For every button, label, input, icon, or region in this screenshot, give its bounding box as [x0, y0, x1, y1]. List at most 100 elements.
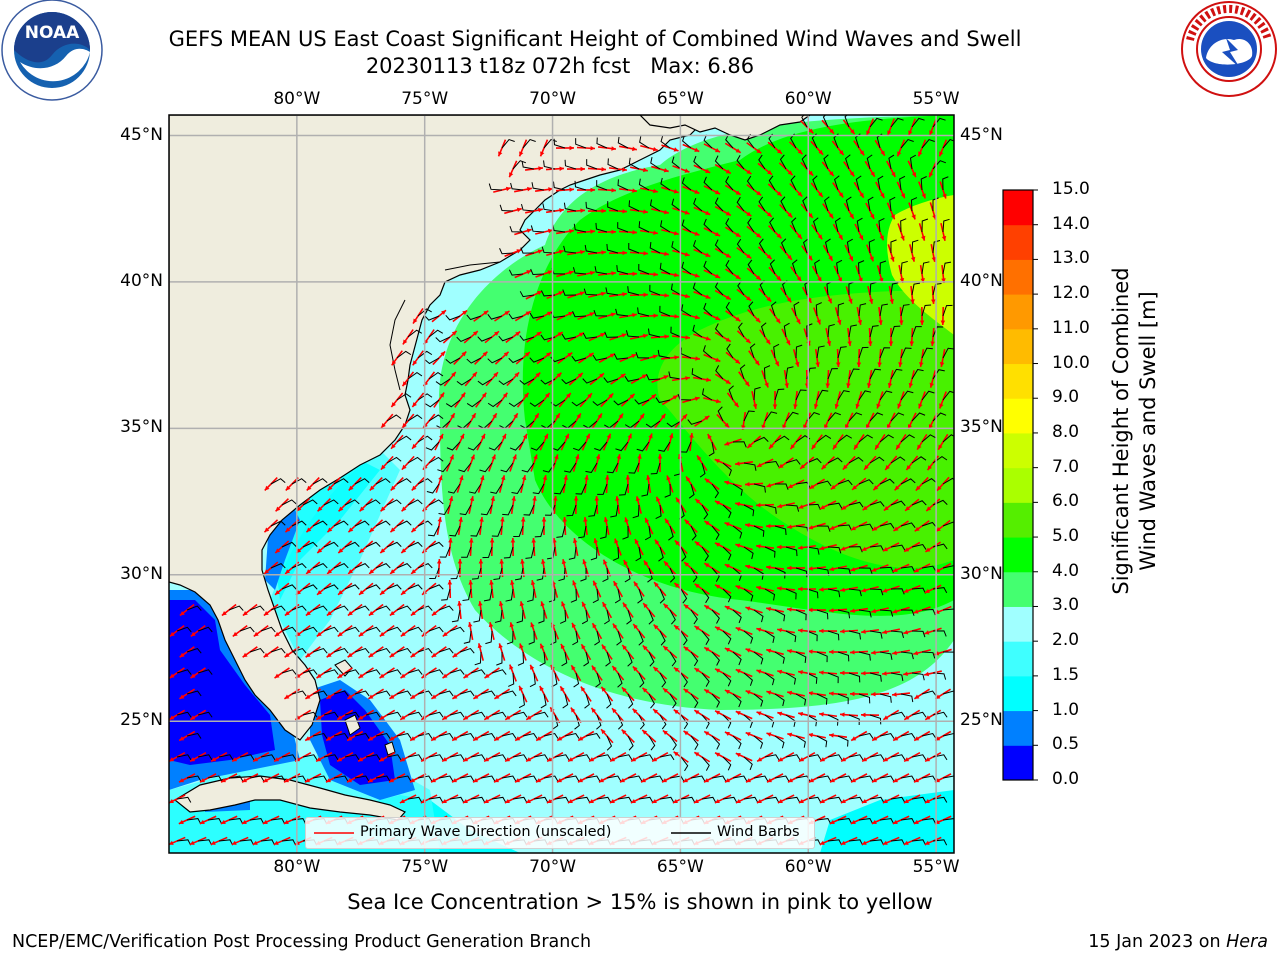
wave-arrow-head: [672, 798, 678, 804]
wind-barb: [691, 368, 703, 380]
wave-arrow-head: [913, 650, 919, 656]
wave-arrow-head: [463, 757, 469, 762]
wind-barb: [848, 839, 864, 846]
wind-barb: [624, 375, 640, 382]
wind-barb: [354, 647, 370, 654]
wave-arrow-head: [704, 521, 710, 526]
wave-arrow-head: [582, 601, 587, 607]
wave-arrow-head: [808, 649, 813, 654]
colorbar-tick-label: 11.0: [1052, 317, 1090, 338]
wind-barb: [628, 200, 640, 212]
wind-barb: [428, 669, 444, 675]
wind-barb: [890, 630, 905, 638]
wind-barb: [312, 647, 328, 654]
wave-band-6-7m: [887, 195, 954, 335]
wind-barb: [823, 154, 829, 170]
wave-arrow-head: [540, 601, 545, 607]
wave-arrow-head: [410, 778, 416, 783]
wind-barb: [815, 302, 822, 317]
wind-barb: [467, 441, 482, 451]
wave-arrow-head: [939, 151, 944, 157]
wave-arrow-head: [663, 168, 669, 173]
wind-barb: [774, 693, 785, 707]
colorbar-tick-label: 1.5: [1052, 664, 1080, 685]
wave-arrow-head: [829, 819, 835, 824]
wave-arrow-head: [590, 187, 595, 193]
wind-barb: [921, 609, 936, 616]
wave-arrow-head: [463, 673, 469, 679]
wind-barb: [407, 796, 423, 803]
wave-arrow-head: [542, 475, 548, 481]
wind-barb: [806, 546, 820, 555]
wind-barb: [795, 693, 807, 706]
wave-arrow-head: [808, 170, 814, 176]
wave-arrow-head: [641, 778, 647, 783]
wave-arrow-head: [572, 580, 577, 586]
wave-arrow-head: [842, 464, 848, 470]
wind-barb: [879, 693, 892, 703]
wind-barb: [354, 478, 370, 485]
wind-barb: [806, 754, 822, 761]
wave-arrow-head: [569, 187, 574, 192]
wave-arrow-head: [379, 757, 385, 762]
wave-arrow-head: [714, 798, 720, 804]
wind-barb: [428, 372, 444, 380]
wind-barb: [785, 588, 797, 600]
wind-barb: [753, 567, 764, 580]
wave-arrow-head: [621, 687, 627, 693]
wave-arrow-head: [547, 757, 553, 762]
wave-arrow-head: [850, 691, 855, 697]
wave-arrow-head: [861, 712, 866, 718]
wind-barb: [604, 331, 619, 338]
wave-arrow-head: [643, 251, 648, 256]
wave-arrow-head: [452, 778, 458, 783]
wave-arrow-head: [589, 312, 595, 317]
wave-arrow-head: [653, 709, 659, 714]
wave-arrow-head: [891, 171, 896, 177]
lon-tick-label: 60°W: [784, 857, 832, 877]
wind-barb: [249, 775, 265, 782]
wave-arrow-head: [556, 372, 562, 378]
wave-arrow-head: [593, 538, 599, 544]
wind-barb: [900, 434, 915, 443]
wind-barb: [770, 301, 777, 317]
wave-arrow-head: [652, 146, 658, 152]
wind-barb: [473, 609, 482, 623]
wave-arrow-head: [787, 565, 792, 571]
wind-barb: [428, 584, 444, 590]
wave-arrow-head: [317, 548, 323, 554]
wave-arrow-head: [724, 564, 730, 569]
wind-barb: [344, 541, 360, 548]
wind-barb: [692, 240, 703, 254]
wind-barb: [480, 690, 496, 697]
wind-barb: [848, 456, 864, 464]
wave-arrow-head: [883, 505, 889, 511]
wave-arrow-head: [305, 652, 311, 658]
wave-arrow-head: [777, 503, 783, 509]
wind-barb: [921, 138, 935, 149]
wave-arrow-head: [611, 229, 616, 235]
wave-arrow-head: [808, 128, 814, 134]
wind-barb: [739, 364, 746, 380]
wind-barb: [743, 672, 753, 686]
wind-barb: [529, 312, 545, 319]
wave-arrow-head: [369, 569, 375, 574]
wind-barb: [911, 500, 927, 506]
wind-barb: [606, 735, 613, 751]
wave-arrow-head: [685, 335, 690, 340]
wave-arrow-head: [756, 585, 762, 591]
wave-arrow-head: [840, 670, 845, 676]
wind-barb: [438, 647, 454, 654]
wind-barb: [540, 378, 556, 385]
wave-arrow-head: [283, 819, 289, 824]
wave-arrow-head: [178, 819, 184, 824]
wave-arrow-head: [735, 190, 741, 195]
wind-barb: [594, 441, 608, 452]
wave-arrow-head: [903, 798, 909, 804]
wave-arrow-head: [285, 569, 291, 574]
wave-arrow-head: [632, 312, 637, 318]
wave-arrow-head: [830, 484, 836, 490]
wind-barb: [688, 483, 695, 499]
wave-arrow-head: [778, 757, 784, 762]
wave-arrow-head: [631, 354, 637, 359]
